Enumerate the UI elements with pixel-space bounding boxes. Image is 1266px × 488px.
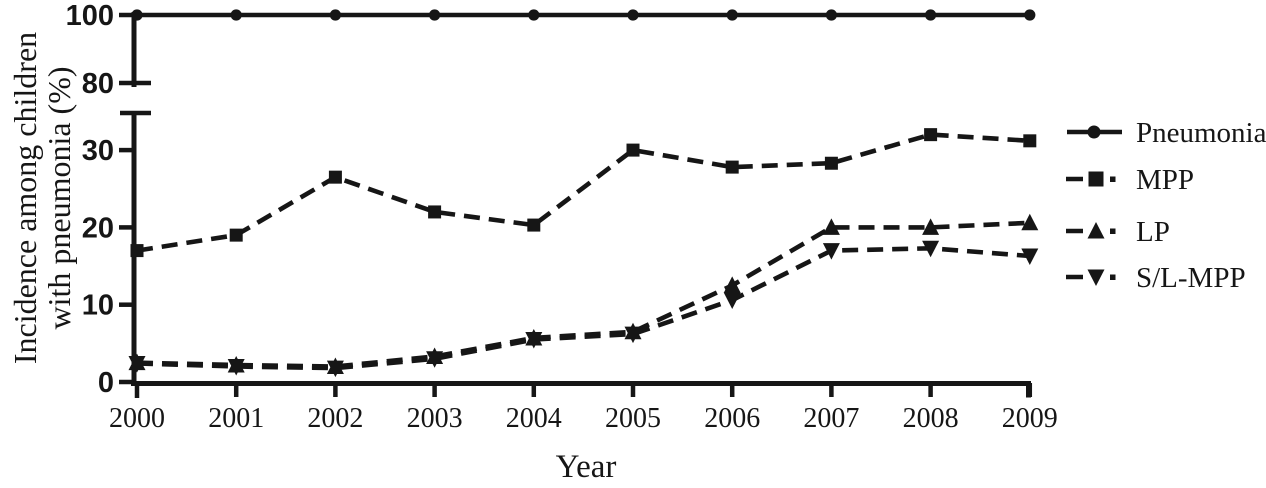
series-marker-s-l-mpp-2008 xyxy=(922,240,940,258)
x-tick-label-2009: 2009 xyxy=(1002,403,1058,434)
x-tick-label-2007: 2007 xyxy=(803,403,859,434)
series-marker-mpp-2007 xyxy=(824,156,838,170)
x-tick-label-2004: 2004 xyxy=(506,403,562,434)
legend-label-mpp: MPP xyxy=(1136,164,1194,196)
series-marker-pneumonia-2004 xyxy=(528,9,540,21)
series-marker-pneumonia-2009 xyxy=(1024,9,1036,21)
legend-dot-s-l-mpp xyxy=(1110,274,1116,280)
legend-label-lp: LP xyxy=(1136,216,1170,248)
series-marker-pneumonia-2003 xyxy=(429,9,441,21)
series-marker-mpp-2000 xyxy=(130,244,144,258)
series-marker-s-l-mpp-2009 xyxy=(1021,248,1039,266)
legend-item-lp: LP xyxy=(1066,216,1170,248)
x-tick-label-2008: 2008 xyxy=(903,403,959,434)
y-tick-label-30: 30 xyxy=(82,135,114,167)
series-marker-mpp-2005 xyxy=(626,143,640,157)
legend-item-s-l-mpp: S/L-MPP xyxy=(1066,262,1246,294)
legend-label-s-l-mpp: S/L-MPP xyxy=(1136,262,1246,294)
series-marker-s-l-mpp-2001 xyxy=(227,359,245,376)
series-marker-pneumonia-2001 xyxy=(230,9,242,21)
series-marker-pneumonia-2007 xyxy=(825,9,838,21)
legend-marker-lp xyxy=(1087,222,1105,239)
series-marker-pneumonia-2008 xyxy=(925,9,937,21)
series-marker-mpp-2002 xyxy=(328,170,342,184)
series-marker-mpp-2003 xyxy=(428,205,442,219)
legend-marker-pneumonia xyxy=(1087,125,1101,139)
x-tick-label-2002: 2002 xyxy=(307,403,363,434)
series-marker-mpp-2001 xyxy=(229,228,243,242)
series-marker-s-l-mpp-2006 xyxy=(723,292,741,310)
series-marker-mpp-2004 xyxy=(527,218,541,232)
legend-item-pneumonia: Pneumonia xyxy=(1067,117,1266,149)
legend-dot-mpp xyxy=(1110,176,1116,182)
y-tick-label-10: 10 xyxy=(82,290,114,322)
series-marker-s-l-mpp-2003 xyxy=(426,351,444,368)
series-marker-lp-2008 xyxy=(922,218,940,235)
y-tick-label-0: 0 xyxy=(98,367,114,399)
y-tick-label-20: 20 xyxy=(82,212,114,244)
series-line-lp xyxy=(136,220,1030,369)
x-tick-label-2005: 2005 xyxy=(605,403,661,434)
series-marker-s-l-mpp-2004 xyxy=(525,331,543,349)
series-marker-s-l-mpp-2005 xyxy=(624,326,642,344)
series-marker-lp-2007 xyxy=(822,218,840,235)
x-tick-label-2006: 2006 xyxy=(704,403,760,434)
series-line-s-l-mpp xyxy=(136,245,1030,371)
x-axis-title: Year xyxy=(556,449,617,485)
series-marker-lp-2009 xyxy=(1021,213,1039,231)
x-tick-label-2003: 2003 xyxy=(407,403,463,434)
series-marker-mpp-2009 xyxy=(1023,134,1037,148)
x-tick-label-2001: 2001 xyxy=(208,403,264,434)
legend-item-mpp: MPP xyxy=(1066,164,1194,196)
y-tick-label-100: 100 xyxy=(66,0,114,32)
y-tick-label-80: 80 xyxy=(82,68,114,100)
y-axis-title-line-1: Incidence among children xyxy=(7,32,43,364)
series-marker-lp-2006 xyxy=(723,276,741,293)
legend-label-pneumonia: Pneumonia xyxy=(1136,117,1266,149)
series-marker-mpp-2006 xyxy=(725,160,739,174)
series-marker-pneumonia-2002 xyxy=(329,9,341,21)
series-line-mpp xyxy=(136,132,1030,253)
series-marker-s-l-mpp-2007 xyxy=(822,243,840,260)
series-marker-pneumonia-2006 xyxy=(726,9,738,21)
x-tick-label-2000: 2000 xyxy=(109,403,165,434)
series-marker-pneumonia-2005 xyxy=(627,9,639,21)
y-axis-title-line-2: with pneumonia (%) xyxy=(41,66,77,329)
series-marker-mpp-2008 xyxy=(924,128,938,142)
series-marker-pneumonia-2000 xyxy=(131,9,143,21)
series-marker-s-l-mpp-2002 xyxy=(326,360,344,378)
legend-dot-lp xyxy=(1110,228,1116,234)
legend-marker-s-l-mpp xyxy=(1087,269,1105,286)
legend-marker-mpp xyxy=(1088,171,1104,187)
series-marker-s-l-mpp-2000 xyxy=(128,355,146,373)
